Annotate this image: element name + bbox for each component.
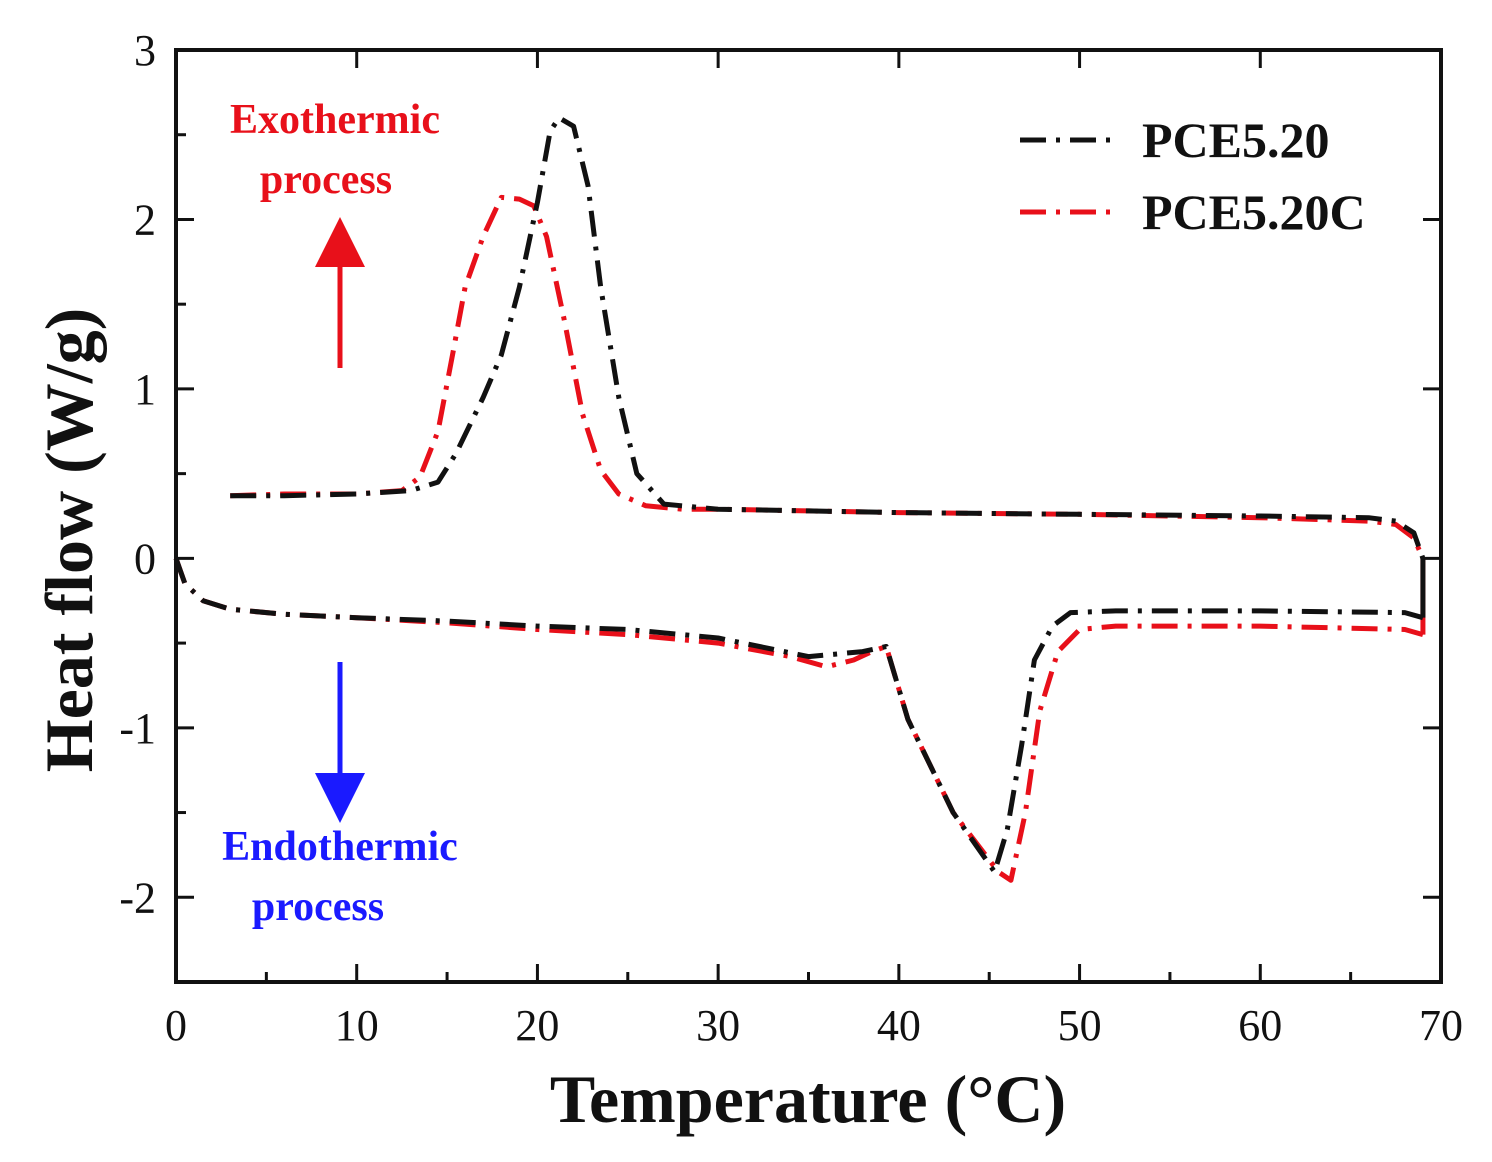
series-line-pce5-20c-cooling bbox=[230, 194, 1426, 560]
y-axis-title: Heat flow (W/g) bbox=[31, 308, 107, 773]
endothermic-label: Endothermic bbox=[222, 824, 458, 870]
x-tick-label: 50 bbox=[1058, 1001, 1102, 1050]
x-tick-label: 10 bbox=[335, 1001, 379, 1050]
y-tick-label: 2 bbox=[134, 195, 156, 244]
legend-label-pce5-20: PCE5.20 bbox=[1142, 112, 1330, 168]
series-layer bbox=[173, 115, 1426, 883]
x-tick-label: 40 bbox=[877, 1001, 921, 1050]
series-line-pce5-20-cooling bbox=[230, 115, 1426, 560]
y-tick-label: -2 bbox=[119, 873, 156, 922]
legend-label-pce5-20c: PCE5.20C bbox=[1142, 184, 1366, 240]
x-tick-label: 60 bbox=[1238, 1001, 1282, 1050]
y-tick-label: -1 bbox=[119, 704, 156, 753]
series-line-pce5-20-heating bbox=[173, 557, 1424, 875]
y-tick-label: 3 bbox=[134, 26, 156, 75]
x-axis-title: Temperature (°C) bbox=[550, 1061, 1066, 1137]
exothermic-label: Exothermic bbox=[230, 97, 440, 143]
endothermic-process-label: process bbox=[252, 884, 384, 930]
legend: PCE5.20 PCE5.20C bbox=[1020, 112, 1366, 240]
ticks-layer: 0 10 20 30 40 50 60 70 -2 -1 0 1 2 3 bbox=[119, 26, 1463, 1050]
y-tick-label: 0 bbox=[134, 534, 156, 583]
x-tick-label: 0 bbox=[165, 1001, 187, 1050]
exothermic-process-label: process bbox=[260, 157, 392, 203]
y-tick-label: 1 bbox=[134, 365, 156, 414]
x-tick-label: 70 bbox=[1419, 1001, 1463, 1050]
x-tick-label: 30 bbox=[696, 1001, 740, 1050]
x-tick-label: 20 bbox=[515, 1001, 559, 1050]
